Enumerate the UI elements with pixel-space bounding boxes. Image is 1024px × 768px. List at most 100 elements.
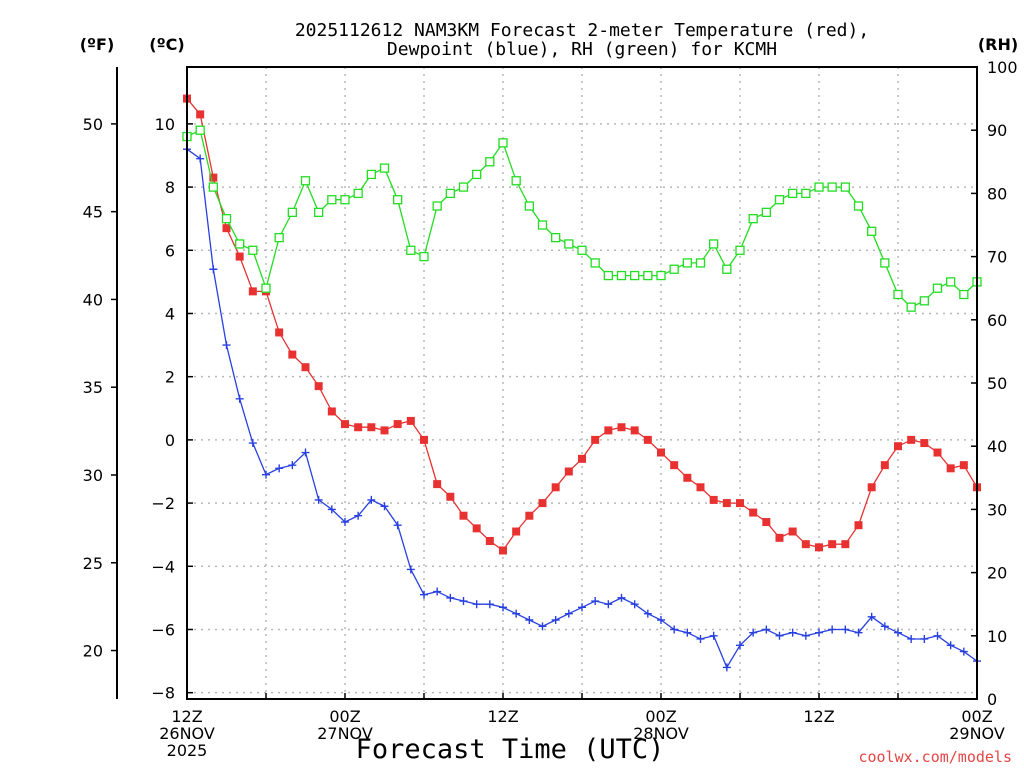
dewpoint-point — [959, 647, 968, 656]
fahrenheit-tick-label: 45 — [83, 203, 103, 222]
rh-point — [603, 270, 613, 281]
dewpoint-point — [920, 634, 929, 643]
dewpoint-point — [459, 597, 468, 606]
temperature-point — [788, 527, 797, 536]
rh-point — [511, 176, 521, 186]
dewpoint-point — [472, 600, 481, 609]
rh-point — [498, 138, 508, 148]
dewpoint-point — [248, 439, 257, 448]
temperature-point — [327, 407, 336, 416]
temperature-point — [472, 524, 481, 533]
dewpoint-point — [485, 600, 494, 609]
dewpoint-point — [643, 609, 652, 618]
dewpoint-point — [406, 565, 415, 574]
fahrenheit-unit-label: (ºF) — [80, 35, 115, 54]
temperature-point — [301, 363, 310, 372]
dewpoint-point — [828, 625, 837, 634]
temperature-point — [762, 518, 771, 527]
dewpoint-point — [894, 628, 902, 637]
dewpoint-point — [314, 495, 323, 504]
temperature-point — [275, 328, 284, 337]
temperature-point — [841, 540, 850, 549]
fahrenheit-tick-label: 25 — [83, 554, 103, 573]
dewpoint-point — [551, 616, 560, 624]
rh-point — [669, 264, 679, 274]
temperature-point — [604, 426, 613, 435]
temperature-point — [406, 416, 415, 425]
dewpoint-point — [301, 448, 310, 457]
temperature-point — [314, 382, 323, 391]
temperature-point — [894, 442, 902, 451]
rh-point — [840, 182, 850, 192]
temperature-point — [880, 461, 889, 470]
dewpoint-point — [433, 587, 442, 596]
dewpoint-point — [222, 341, 231, 350]
fahrenheit-tick-label: 30 — [83, 466, 103, 485]
rh-point — [946, 277, 956, 287]
rh-point — [656, 270, 666, 281]
dewpoint-point — [933, 631, 942, 640]
temperature-point — [393, 420, 402, 429]
temperature-point — [433, 480, 442, 489]
temperature-point — [643, 435, 652, 444]
dewpoint-point — [578, 603, 586, 612]
temperature-point — [722, 499, 731, 508]
rh-point — [551, 232, 561, 243]
rh-point — [630, 270, 640, 281]
rh-point — [432, 201, 442, 211]
temperature-point — [920, 439, 929, 448]
grid — [187, 67, 977, 699]
temperature-point — [959, 461, 968, 470]
temperature-point — [209, 173, 218, 182]
rh-point — [261, 283, 271, 293]
dewpoint-point — [538, 622, 547, 631]
rh-tick-label: 70 — [987, 248, 1007, 267]
dewpoint-point — [367, 495, 376, 504]
celsius-tick-label: 2 — [165, 368, 175, 387]
temperature-point — [709, 495, 718, 504]
rh-point — [353, 188, 363, 199]
fahrenheit-tick-label: 40 — [83, 290, 103, 309]
rh-point — [419, 251, 429, 262]
temperature-point — [564, 467, 573, 476]
celsius-tick-label: 10 — [155, 115, 175, 134]
rh-tick-label: 40 — [987, 437, 1007, 456]
celsius-tick-label: −2 — [151, 494, 175, 513]
dewpoint-point — [815, 628, 823, 637]
temperature-point — [538, 499, 547, 508]
x-tick-label: 29NOV — [949, 724, 1005, 743]
rh-point — [314, 207, 324, 218]
dewpoint-point — [788, 628, 797, 637]
dewpoint-point — [604, 600, 613, 609]
rh-tick-label: 30 — [987, 500, 1007, 519]
title-line-1: 2025112612 NAM3KM Forecast 2-meter Tempe… — [295, 20, 869, 41]
fahrenheit-tick-label: 20 — [83, 642, 103, 661]
celsius-tick-label: −4 — [151, 557, 175, 576]
x-tick-label: 2025 — [167, 741, 208, 760]
dewpoint-point — [880, 622, 889, 631]
rh-point — [709, 239, 719, 249]
rh-point — [221, 214, 232, 224]
dewpoint-point — [327, 505, 336, 514]
dewpoint-point — [630, 600, 639, 609]
dewpoint-point — [775, 631, 784, 640]
temperature-point — [367, 423, 376, 432]
dewpoint-point — [591, 597, 600, 606]
temperature-point — [749, 508, 758, 517]
rh-point — [919, 296, 929, 306]
temperature-series — [183, 94, 981, 555]
dewpoint-point — [946, 641, 955, 650]
temperature-point — [801, 540, 810, 549]
temperature-point — [736, 499, 744, 508]
rh-point — [195, 125, 205, 135]
rh-point — [880, 258, 890, 268]
rh-point — [853, 201, 864, 211]
rh-point — [248, 245, 258, 255]
dewpoint-point — [196, 154, 205, 163]
dewpoint-series — [183, 145, 981, 672]
temperature-point — [683, 473, 692, 482]
dewpoint-point — [354, 511, 363, 520]
temperature-point — [617, 423, 626, 432]
rh-line — [186, 129, 978, 308]
x-tick-label: 00Z — [961, 707, 992, 726]
